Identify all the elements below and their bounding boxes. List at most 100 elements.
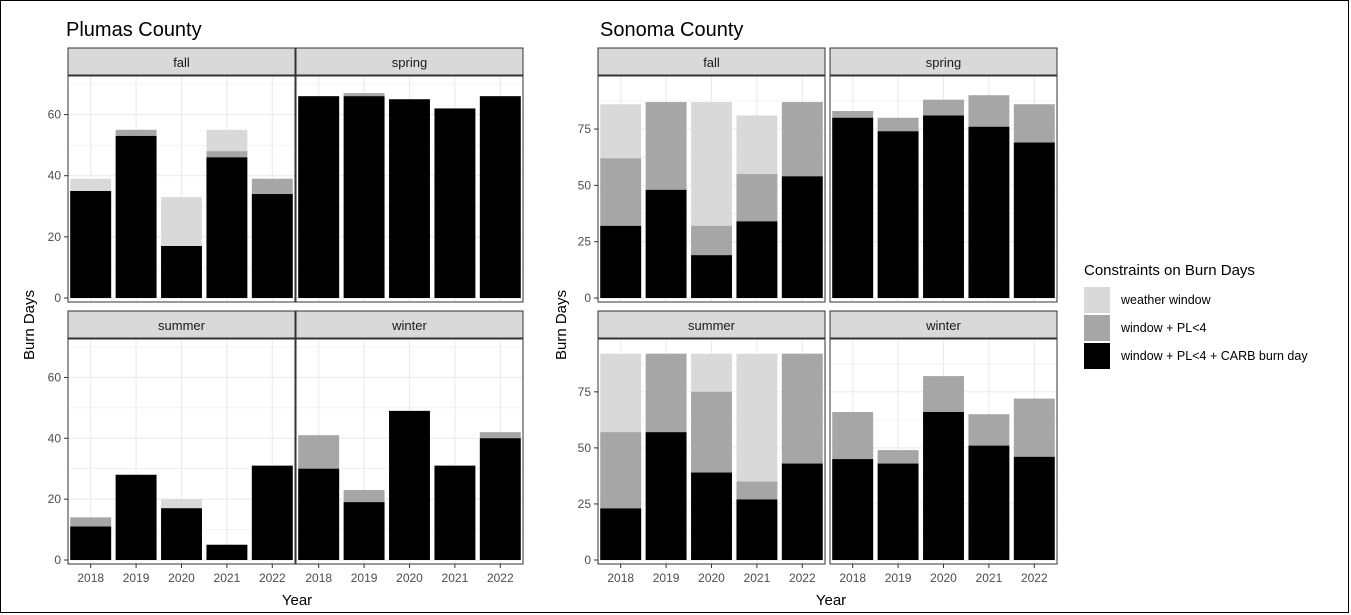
sonoma-county-summer-bar-2019-window-pl-4-carb-burn-day <box>645 432 687 560</box>
plumas-county-summer-bar-2019-window-pl-4-carb-burn-day <box>115 474 157 560</box>
sonoma-county-winter-bar-2019-window-pl-4-carb-burn-day <box>877 463 919 560</box>
sonoma-county-spring-panel-border <box>829 75 1058 303</box>
plumas-county-x-tick-label: 2018 <box>77 571 104 585</box>
legend-key-0 <box>1084 287 1110 313</box>
plumas-county-spring-bar-2022-window-pl-4-carb-burn-day <box>479 96 521 298</box>
plumas-county-y-tick-label: 40 <box>48 431 62 445</box>
plumas-county-winter-strip-label: winter <box>391 318 427 333</box>
sonoma-county-y-tick-label: 75 <box>578 122 592 136</box>
plumas-county-summer-bar-2018-window-pl-4-carb-burn-day <box>70 526 112 560</box>
plumas-county-x-axis-title: Year <box>282 592 312 609</box>
sonoma-county-spring-bar-2021-window-pl-4-carb-burn-day <box>968 126 1010 298</box>
plumas-county-spring-strip-label: spring <box>392 55 427 70</box>
sonoma-county-fall-bar-2020-window-pl-4-carb-burn-day <box>691 255 732 298</box>
plumas-county-fall-panel-border <box>67 75 296 303</box>
sonoma-county-summer-bar-2022-window-pl-4-carb-burn-day <box>781 463 823 560</box>
plumas-county-summer-bar-2022-window-pl-4-carb-burn-day <box>251 465 293 560</box>
sonoma-county-fall-bar-2018-window-pl-4-carb-burn-day <box>600 225 642 298</box>
plumas-county-winter-bar-2020-window-pl-4-carb-burn-day <box>389 410 430 560</box>
sonoma-county-x-tick-label: 2021 <box>744 571 771 585</box>
plumas-county-spring-bar-2019-window-pl-4-carb-burn-day <box>343 96 385 298</box>
sonoma-county-x-tick-label: 2018 <box>607 571 634 585</box>
sonoma-county-summer-bar-2018-window-pl-4-carb-burn-day <box>600 508 642 560</box>
sonoma-county-y-axis-title: Burn Days <box>553 290 570 360</box>
plumas-county-spring-bar-2021-window-pl-4-carb-burn-day <box>434 108 476 298</box>
sonoma-county-fall-bar-2022-window-pl-4-carb-burn-day <box>781 176 823 298</box>
plumas-county-x-tick-label: 2022 <box>259 571 286 585</box>
plumas-county-fall-bar-2021-window-pl-4-carb-burn-day <box>206 157 248 298</box>
sonoma-county-fall-panel-border <box>597 75 826 303</box>
sonoma-county-spring-strip <box>829 47 1058 76</box>
sonoma-county-spring-bar-2019-window-pl-4-carb-burn-day <box>877 131 919 298</box>
plumas-county-y-tick-label: 60 <box>48 108 62 122</box>
legend-label-2: window + PL<4 + CARB burn day <box>1120 349 1308 363</box>
plumas-county-spring-panel-border <box>295 75 524 303</box>
plumas-county-y-tick-label: 20 <box>48 492 62 506</box>
sonoma-county-winter-strip-label: winter <box>925 318 961 333</box>
sonoma-county-y-tick-label: 25 <box>578 497 592 511</box>
plumas-county-summer-strip <box>67 310 296 339</box>
legend-label-0: weather window <box>1120 293 1212 307</box>
plumas-county-x-tick-label: 2020 <box>396 571 423 585</box>
plumas-county-x-tick-label: 2020 <box>168 571 195 585</box>
plumas-county-y-axis-title: Burn Days <box>21 290 38 360</box>
sonoma-county-summer-bar-2020-window-pl-4-carb-burn-day <box>691 472 732 560</box>
sonoma-county-fall-strip <box>597 47 826 76</box>
sonoma-county-y-tick-label: 50 <box>578 441 592 455</box>
plumas-county-fall-bar-2019-window-pl-4-carb-burn-day <box>115 135 157 298</box>
plumas-county-y-tick-label: 0 <box>54 553 61 567</box>
legend-label-1: window + PL<4 <box>1120 321 1207 335</box>
sonoma-county-spring-bar-2022-window-pl-4-carb-burn-day <box>1013 142 1055 298</box>
plumas-county-y-tick-label: 40 <box>48 169 62 183</box>
plumas-county-fall-bar-2020-window-pl-4-carb-burn-day <box>161 246 202 298</box>
plumas-county-summer-bar-2020-window-pl-4-carb-burn-day <box>161 508 202 560</box>
plumas-county-summer-strip-label: summer <box>158 318 206 333</box>
plumas-county-spring-bar-2018-window-pl-4-carb-burn-day <box>298 96 340 298</box>
legend-key-1 <box>1084 315 1110 341</box>
sonoma-county-x-tick-label: 2022 <box>789 571 816 585</box>
plumas-county-x-tick-label: 2018 <box>305 571 332 585</box>
plumas-county-title: Plumas County <box>66 19 202 41</box>
sonoma-county-winter-bar-2021-window-pl-4-carb-burn-day <box>968 445 1010 560</box>
plumas-county-winter-bar-2019-window-pl-4-carb-burn-day <box>343 502 385 560</box>
sonoma-county-fall-bar-2019-window-pl-4-carb-burn-day <box>645 189 687 298</box>
plumas-county-x-tick-label: 2019 <box>351 571 378 585</box>
sonoma-county-y-tick-label: 75 <box>578 385 592 399</box>
plumas-county-fall-bar-2018-window-pl-4-carb-burn-day <box>70 191 112 298</box>
plumas-county-x-tick-label: 2022 <box>487 571 514 585</box>
sonoma-county-title: Sonoma County <box>600 19 743 41</box>
plumas-county-x-tick-label: 2021 <box>214 571 241 585</box>
plumas-county-y-tick-label: 60 <box>48 370 62 384</box>
legend-title: Constraints on Burn Days <box>1084 262 1255 279</box>
sonoma-county-x-tick-label: 2020 <box>698 571 725 585</box>
sonoma-county-y-tick-label: 0 <box>584 553 591 567</box>
sonoma-county-x-tick-label: 2021 <box>976 571 1003 585</box>
sonoma-county-spring-bar-2018-window-pl-4-carb-burn-day <box>832 117 874 298</box>
sonoma-county-summer-strip <box>597 310 826 339</box>
sonoma-county-spring-bar-2020-window-pl-4-carb-burn-day <box>923 115 964 299</box>
sonoma-county-y-tick-label: 0 <box>584 291 591 305</box>
sonoma-county-x-tick-label: 2022 <box>1021 571 1048 585</box>
sonoma-county-y-tick-label: 25 <box>578 235 592 249</box>
legend-key-2 <box>1084 343 1110 369</box>
plumas-county-x-tick-label: 2021 <box>442 571 469 585</box>
plumas-county-winter-bar-2018-window-pl-4-carb-burn-day <box>298 468 340 560</box>
plumas-county-fall-strip-label: fall <box>173 55 190 70</box>
sonoma-county-winter-strip <box>829 310 1058 339</box>
sonoma-county-summer-strip-label: summer <box>688 318 736 333</box>
plumas-county-y-tick-label: 0 <box>54 291 61 305</box>
plumas-county-fall-strip <box>67 47 296 76</box>
sonoma-county-summer-bar-2021-window-pl-4-carb-burn-day <box>736 499 778 560</box>
sonoma-county-winter-bar-2022-window-pl-4-carb-burn-day <box>1013 456 1055 560</box>
plumas-county-x-tick-label: 2019 <box>123 571 150 585</box>
sonoma-county-winter-bar-2018-window-pl-4-carb-burn-day <box>832 459 874 560</box>
plumas-county-winter-bar-2022-window-pl-4-carb-burn-day <box>479 438 521 560</box>
sonoma-county-x-axis-title: Year <box>816 592 846 609</box>
plumas-county-summer-bar-2021-window-pl-4-carb-burn-day <box>206 544 248 560</box>
sonoma-county-x-tick-label: 2020 <box>930 571 957 585</box>
plumas-county-winter-strip <box>295 310 524 339</box>
sonoma-county-fall-strip-label: fall <box>703 55 720 70</box>
sonoma-county-fall-bar-2021-window-pl-4-carb-burn-day <box>736 221 778 298</box>
